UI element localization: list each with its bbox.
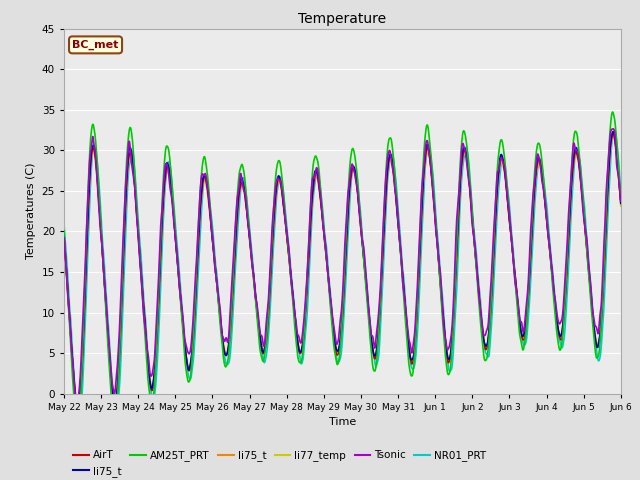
- Tsonic: [609, 126, 617, 132]
- AirT: [502, 179, 509, 184]
- li75_t: [551, 301, 559, 307]
- li75_t: [429, 188, 437, 194]
- Line: AM25T_PRT: AM25T_PRT: [64, 112, 621, 426]
- Line: AirT: AirT: [64, 132, 621, 411]
- NR01_PRT: [611, 128, 619, 134]
- AirT: [246, 246, 254, 252]
- AM25T_PRT: [551, 311, 559, 316]
- li75_t: [551, 300, 559, 306]
- li77_temp: [551, 300, 559, 306]
- li77_temp: [617, 203, 625, 209]
- AM25T_PRT: [184, 379, 192, 384]
- li77_temp: [74, 404, 82, 409]
- AirT: [609, 129, 617, 134]
- li77_temp: [429, 192, 437, 198]
- Line: li77_temp: li77_temp: [64, 137, 621, 407]
- Tsonic: [551, 296, 559, 301]
- Line: Tsonic: Tsonic: [64, 129, 621, 398]
- li75_t: [184, 366, 192, 372]
- AirT: [551, 301, 559, 307]
- AirT: [184, 366, 192, 372]
- li75_t: [74, 403, 82, 408]
- li77_temp: [60, 233, 68, 239]
- Tsonic: [246, 242, 254, 248]
- NR01_PRT: [551, 295, 559, 300]
- NR01_PRT: [246, 236, 254, 241]
- li75_t: [502, 178, 509, 184]
- NR01_PRT: [76, 418, 83, 423]
- AM25T_PRT: [171, 218, 179, 224]
- li77_temp: [246, 248, 254, 253]
- NR01_PRT: [502, 171, 509, 177]
- NR01_PRT: [60, 221, 68, 227]
- AM25T_PRT: [74, 423, 82, 429]
- li77_temp: [502, 182, 509, 188]
- li75_t: [610, 129, 618, 135]
- li75_t: [171, 226, 179, 232]
- Tsonic: [60, 235, 68, 240]
- Line: NR01_PRT: NR01_PRT: [64, 131, 621, 420]
- li75_t: [609, 132, 617, 138]
- AirT: [617, 199, 625, 204]
- NR01_PRT: [171, 213, 179, 219]
- AirT: [171, 225, 179, 230]
- Legend: AirT, li75_t, AM25T_PRT, li75_t, li77_temp, Tsonic, NR01_PRT: AirT, li75_t, AM25T_PRT, li75_t, li77_te…: [69, 446, 490, 480]
- li75_t: [617, 200, 625, 206]
- AM25T_PRT: [502, 168, 509, 174]
- NR01_PRT: [617, 192, 625, 197]
- AM25T_PRT: [609, 109, 616, 115]
- Text: BC_met: BC_met: [72, 40, 119, 50]
- Tsonic: [72, 395, 80, 401]
- NR01_PRT: [429, 174, 437, 180]
- Tsonic: [171, 227, 179, 233]
- Title: Temperature: Temperature: [298, 12, 387, 26]
- AM25T_PRT: [429, 181, 437, 187]
- Line: li75_t: li75_t: [64, 132, 621, 407]
- AirT: [74, 408, 82, 414]
- li77_temp: [171, 227, 179, 232]
- li75_t: [246, 244, 254, 250]
- AirT: [429, 188, 437, 193]
- AirT: [60, 231, 68, 237]
- AM25T_PRT: [246, 241, 254, 247]
- Line: li75_t: li75_t: [64, 135, 621, 406]
- li77_temp: [184, 363, 192, 369]
- li75_t: [60, 234, 68, 240]
- AM25T_PRT: [60, 228, 68, 234]
- li75_t: [429, 189, 437, 195]
- li75_t: [246, 244, 254, 250]
- AM25T_PRT: [617, 195, 625, 201]
- li75_t: [171, 225, 179, 230]
- NR01_PRT: [184, 372, 192, 378]
- Tsonic: [429, 192, 437, 198]
- Tsonic: [184, 350, 192, 356]
- li75_t: [74, 404, 81, 409]
- Tsonic: [502, 178, 509, 183]
- Y-axis label: Temperatures (C): Temperatures (C): [26, 163, 36, 260]
- X-axis label: Time: Time: [329, 417, 356, 427]
- li77_temp: [610, 134, 618, 140]
- li75_t: [617, 201, 625, 207]
- li75_t: [60, 234, 68, 240]
- li75_t: [184, 366, 192, 372]
- li75_t: [502, 180, 509, 185]
- Tsonic: [617, 198, 625, 204]
